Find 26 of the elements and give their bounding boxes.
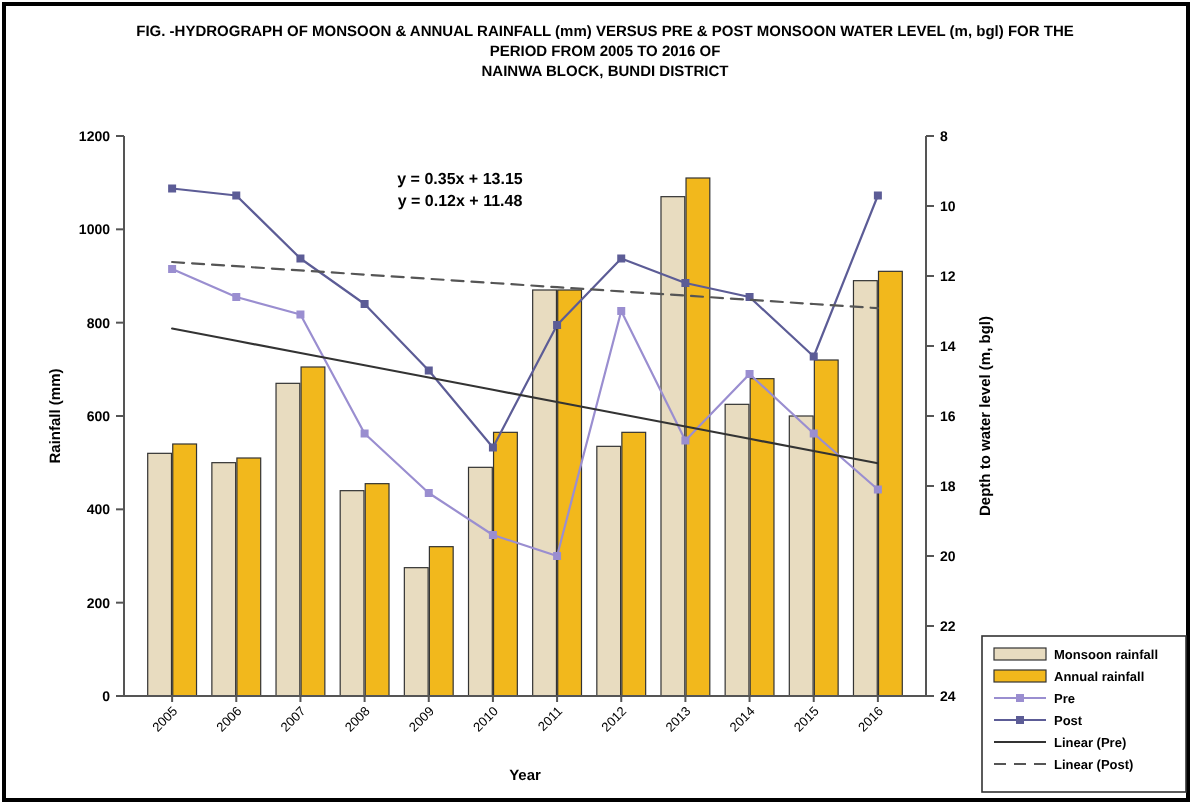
- point: [873, 191, 882, 200]
- point: [232, 293, 241, 301]
- point: [232, 191, 241, 200]
- point: [488, 443, 497, 452]
- point: [745, 370, 754, 378]
- point: [360, 429, 369, 438]
- point: [681, 436, 690, 445]
- point: [553, 552, 562, 560]
- point: [360, 300, 369, 308]
- annotation: y = 0.35x + 13.15: [397, 170, 524, 188]
- point: [488, 531, 497, 539]
- annotation: y = 0.12x + 11.48: [397, 192, 524, 210]
- point: [617, 307, 626, 315]
- line-series: [171, 260, 879, 310]
- point: [809, 352, 818, 361]
- point: [424, 489, 433, 497]
- point: [168, 184, 177, 193]
- point: [296, 310, 305, 319]
- point: [424, 366, 433, 375]
- point: [168, 265, 177, 273]
- point: [617, 254, 626, 263]
- point: [296, 254, 305, 263]
- point: [553, 321, 562, 329]
- point: [873, 485, 882, 494]
- point: [809, 429, 818, 438]
- point: [681, 279, 690, 287]
